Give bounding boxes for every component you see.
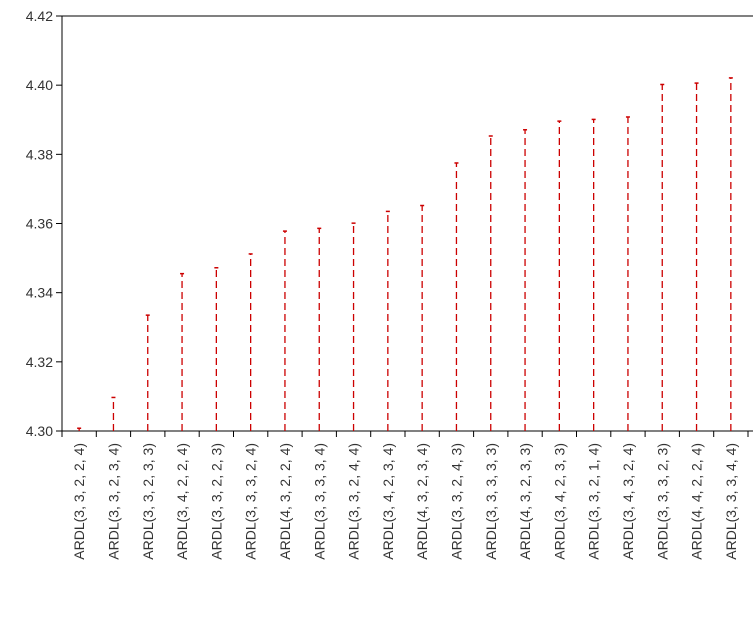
y-tick-label: 4.36	[26, 216, 53, 232]
x-category-label: ARDL(4, 3, 2, 3, 3)	[517, 443, 533, 560]
y-tick-label: 4.38	[26, 146, 53, 162]
x-category-label: ARDL(3, 3, 2, 2, 4)	[71, 443, 87, 560]
x-category-label: ARDL(3, 3, 2, 1, 4)	[586, 443, 602, 560]
x-axis-ticks	[61, 431, 749, 437]
x-category-label: ARDL(3, 3, 3, 2, 4)	[243, 443, 259, 560]
x-category-label: ARDL(3, 4, 3, 2, 4)	[620, 443, 636, 560]
series-droplines	[77, 77, 733, 431]
y-tick-label: 4.42	[26, 8, 53, 24]
x-category-label: ARDL(3, 3, 3, 2, 3)	[654, 443, 670, 560]
x-category-label: ARDL(4, 3, 2, 2, 4)	[277, 443, 293, 560]
y-tick-label: 4.40	[26, 77, 53, 93]
x-category-label: ARDL(3, 3, 2, 4, 4)	[346, 443, 362, 560]
y-tick-label: 4.34	[26, 285, 53, 301]
axes	[61, 15, 753, 432]
y-axis-ticks: 4.30 4.32 4.34 4.36 4.38 4.40 4.42	[26, 8, 62, 439]
y-tick-label: 4.32	[26, 354, 53, 370]
x-category-label: ARDL(3, 4, 2, 3, 4)	[380, 443, 396, 560]
y-tick-label: 4.30	[26, 423, 53, 439]
x-category-label: ARDL(4, 3, 2, 3, 4)	[414, 443, 430, 560]
x-category-label: ARDL(3, 3, 3, 4, 4)	[723, 443, 739, 560]
x-category-label: ARDL(4, 4, 2, 2, 4)	[689, 443, 705, 560]
x-category-label: ARDL(3, 4, 2, 3, 3)	[551, 443, 567, 560]
x-category-label: ARDL(3, 3, 3, 3, 3)	[483, 443, 499, 560]
x-category-label: ARDL(3, 4, 2, 2, 4)	[174, 443, 190, 560]
x-category-label: ARDL(3, 3, 2, 3, 3)	[140, 443, 156, 560]
x-category-label: ARDL(3, 3, 2, 3, 4)	[105, 443, 121, 560]
x-category-label: ARDL(3, 3, 2, 4, 3)	[448, 443, 464, 560]
x-category-label: ARDL(3, 3, 3, 3, 4)	[311, 443, 327, 560]
category-labels: ARDL(3, 3, 2, 2, 4) ARDL(3, 3, 2, 3, 4) AR…	[71, 443, 739, 560]
x-category-label: ARDL(3, 3, 2, 2, 3)	[208, 443, 224, 560]
